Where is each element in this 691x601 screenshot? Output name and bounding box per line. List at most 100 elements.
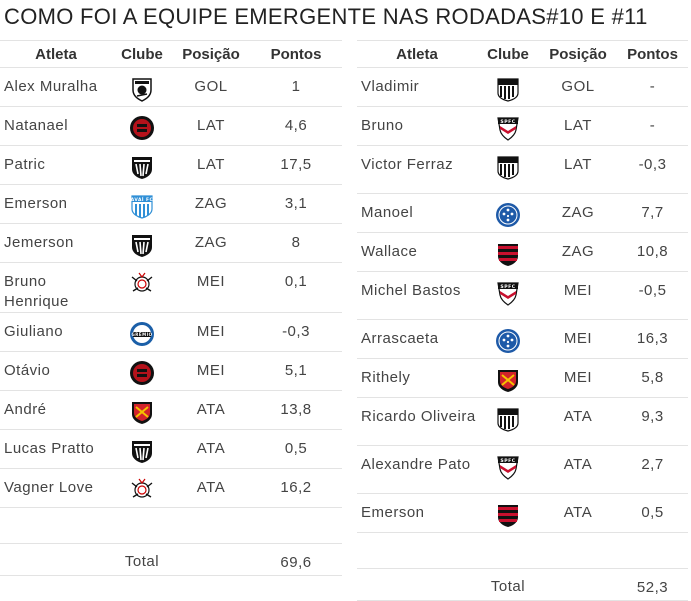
athlete-points: - (617, 67, 688, 107)
page-title: COMO FOI A EQUIPE EMERGENTE NAS RODADAS#… (4, 4, 648, 29)
atletico-pr-crest-icon (129, 360, 155, 386)
athlete-name: Alex Muralha (0, 67, 112, 107)
total-value: 69,6 (250, 543, 342, 576)
header-position: Posição (539, 40, 617, 68)
athlete-position: LAT (539, 106, 617, 146)
total-label: Total (477, 568, 539, 601)
sao-paulo-crest-icon: SPFC (495, 115, 521, 141)
table-row: Rithely MEI 5,8 (357, 358, 688, 398)
table-header-row: Atleta Clube Posição Pontos (0, 40, 342, 68)
table-row: Natanael LAT 4,6 (0, 106, 342, 146)
athlete-name: André (0, 390, 112, 430)
athlete-name: Natanael (0, 106, 112, 146)
athlete-name: Otávio (0, 351, 112, 391)
athlete-name: Michel Bastos (357, 271, 477, 320)
athlete-points: 9,3 (617, 397, 688, 446)
sport-crest-icon (129, 399, 155, 425)
header-athlete: Atleta (357, 40, 477, 68)
athlete-position: LAT (172, 145, 250, 185)
athlete-points: 0,5 (250, 429, 342, 469)
athlete-position: ATA (539, 397, 617, 446)
athlete-points: - (617, 106, 688, 146)
athlete-name: Bruno Henrique (0, 262, 112, 313)
athlete-name: Emerson (357, 493, 477, 533)
athlete-name: Bruno (357, 106, 477, 146)
athlete-position: GOL (539, 67, 617, 107)
athlete-position: MEI (539, 319, 617, 359)
table-row: Ricardo Oliveira ATA 9,3 (357, 397, 688, 446)
atletico-mg-crest-icon (129, 232, 155, 258)
athlete-name: Ricardo Oliveira (357, 397, 477, 446)
athlete-points: 5,1 (250, 351, 342, 391)
total-label: Total (112, 543, 172, 576)
athlete-position: MEI (539, 358, 617, 398)
athlete-name: Alexandre Pato (357, 445, 477, 494)
header-club: Clube (477, 40, 539, 68)
table-row: Wallace ZAG 10,8 (357, 232, 688, 272)
athlete-points: 2,7 (617, 445, 688, 494)
athlete-position: MEI (539, 271, 617, 320)
athlete-name: Wallace (357, 232, 477, 272)
table-row: Vagner Love ATA 16,2 (0, 468, 342, 508)
atletico-mg-crest-icon (129, 438, 155, 464)
athlete-name: Jemerson (0, 223, 112, 263)
athlete-name: Rithely (357, 358, 477, 398)
header-club: Clube (112, 40, 172, 68)
santos-crest-icon (495, 406, 521, 432)
athlete-position: MEI (172, 312, 250, 352)
table-row: Bruno SPFC LAT - (357, 106, 688, 146)
table-row: Manoel ZAG 7,7 (357, 193, 688, 233)
athlete-position: ZAG (539, 193, 617, 233)
athlete-name: Patric (0, 145, 112, 185)
atletico-pr-crest-icon (129, 115, 155, 141)
header-position: Posição (172, 40, 250, 68)
table-row: Jemerson ZAG 8 (0, 223, 342, 263)
athlete-position: ATA (172, 429, 250, 469)
right-team-table: Atleta Clube Posição Pontos Vladimir GOL -… (357, 40, 688, 601)
athlete-position: MEI (172, 351, 250, 391)
gremio-crest-icon: GRÊMIO (129, 321, 155, 347)
table-row: Lucas Pratto ATA 0,5 (0, 429, 342, 469)
athlete-name: Manoel (357, 193, 477, 233)
header-athlete: Atleta (0, 40, 112, 68)
athlete-position: LAT (172, 106, 250, 146)
athlete-points: 0,5 (617, 493, 688, 533)
table-header-row: Atleta Clube Posição Pontos (357, 40, 688, 68)
athlete-position: ATA (172, 390, 250, 430)
cruzeiro-crest-icon (495, 202, 521, 228)
table-row: Otávio MEI 5,1 (0, 351, 342, 391)
left-team-table: Atleta Clube Posição Pontos Alex Muralha… (0, 40, 342, 576)
svg-text:SPFC: SPFC (500, 458, 515, 464)
athlete-position: ZAG (172, 223, 250, 263)
table-row: Michel Bastos SPFC MEI -0,5 (357, 271, 688, 320)
table-row: Emerson AVAÍ FC ZAG 3,1 (0, 184, 342, 224)
athlete-name: Victor Ferraz (357, 145, 477, 194)
athlete-points: 16,2 (250, 468, 342, 508)
flamengo-crest-icon (495, 241, 521, 267)
svg-text:SPFC: SPFC (500, 284, 515, 290)
table-row: Giuliano GRÊMIO MEI -0,3 (0, 312, 342, 352)
athlete-position: ZAG (539, 232, 617, 272)
athlete-points: -0,3 (617, 145, 688, 194)
empty-row (357, 532, 688, 569)
svg-text:AVAÍ FC: AVAÍ FC (131, 195, 153, 203)
athlete-points: 3,1 (250, 184, 342, 224)
athlete-name: Vladimir (357, 67, 477, 107)
sao-paulo-crest-icon: SPFC (495, 280, 521, 306)
figueirense-crest-icon (129, 76, 155, 102)
avai-crest-icon: AVAÍ FC (129, 193, 155, 219)
table-row: Emerson ATA 0,5 (357, 493, 688, 533)
sport-crest-icon (495, 367, 521, 393)
total-row: Total 69,6 (0, 543, 342, 576)
athlete-name: Vagner Love (0, 468, 112, 508)
athlete-points: 13,8 (250, 390, 342, 430)
athlete-points: -0,5 (617, 271, 688, 320)
table-row: Victor Ferraz LAT -0,3 (357, 145, 688, 194)
santos-crest-icon (495, 76, 521, 102)
total-value: 52,3 (617, 568, 688, 601)
athlete-name: Emerson (0, 184, 112, 224)
athlete-points: 4,6 (250, 106, 342, 146)
athlete-points: -0,3 (250, 312, 342, 352)
corinthians-crest-icon (129, 271, 155, 297)
athlete-name: Arrascaeta (357, 319, 477, 359)
